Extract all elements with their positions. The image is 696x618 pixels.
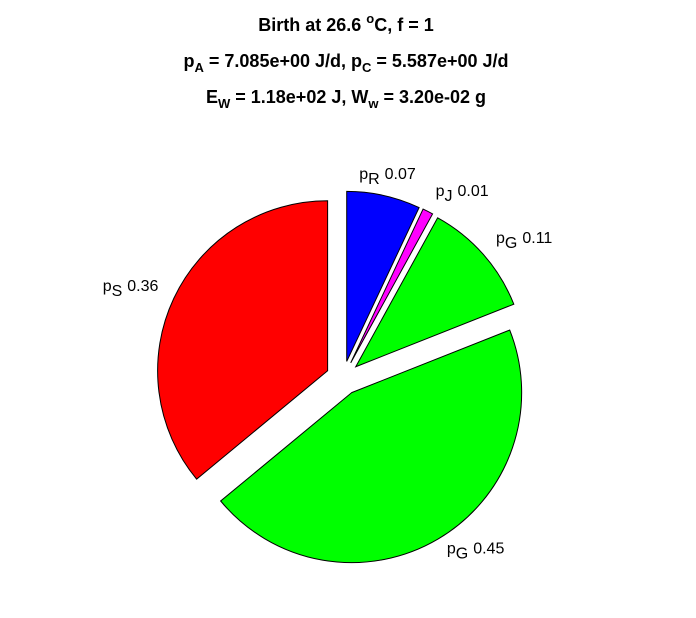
text-part: E	[206, 87, 218, 107]
slice-value: 0.36	[127, 278, 158, 295]
slice-value: 0.11	[522, 230, 552, 247]
pie-slice	[346, 190, 420, 362]
title-line: Birth at 26.6 oC, f = 1	[258, 11, 434, 35]
text-part: p	[103, 278, 112, 295]
pie-slice	[157, 200, 329, 480]
text-part: p	[436, 183, 445, 200]
subscript: C	[362, 60, 372, 75]
pie-slice	[219, 329, 523, 564]
subscript: A	[195, 60, 205, 75]
slice-label: pG 0.11	[496, 230, 552, 252]
text-part: C, f = 1	[374, 15, 434, 35]
text-part: p	[359, 166, 368, 183]
pie-slice	[350, 208, 434, 364]
subscript: J	[445, 188, 453, 205]
text-part: p	[184, 51, 195, 71]
text-part: p	[447, 541, 456, 558]
subscript: G	[456, 546, 468, 563]
supscript: o	[366, 11, 374, 26]
subscript: R	[368, 171, 380, 188]
subscript: w	[367, 96, 379, 111]
slice-value: 0.01	[458, 183, 489, 200]
slice-value: 0.07	[385, 166, 416, 183]
slice-label: pR 0.07	[359, 166, 416, 188]
slice-value: 0.45	[473, 541, 504, 558]
slice-label: pJ 0.01	[436, 183, 489, 205]
text-part: = 1.18e+02 J, W	[230, 87, 368, 107]
text-part: Birth at 26.6	[258, 15, 366, 35]
slice-label: pS 0.36	[103, 278, 159, 300]
text-part: p	[496, 230, 505, 247]
text-part: = 3.20e-02 g	[378, 87, 486, 107]
subscript: W	[218, 96, 231, 111]
pie-slice	[354, 217, 515, 368]
text-part: = 5.587e+00 J/d	[371, 51, 508, 71]
text-part: = 7.085e+00 J/d, p	[204, 51, 362, 71]
subscript: G	[505, 235, 517, 252]
title-line: pA = 7.085e+00 J/d, pC = 5.587e+00 J/d	[184, 51, 509, 75]
title-line: EW = 1.18e+02 J, Ww = 3.20e-02 g	[206, 87, 486, 111]
slice-label: pG 0.45	[447, 541, 505, 563]
subscript: S	[112, 283, 123, 300]
